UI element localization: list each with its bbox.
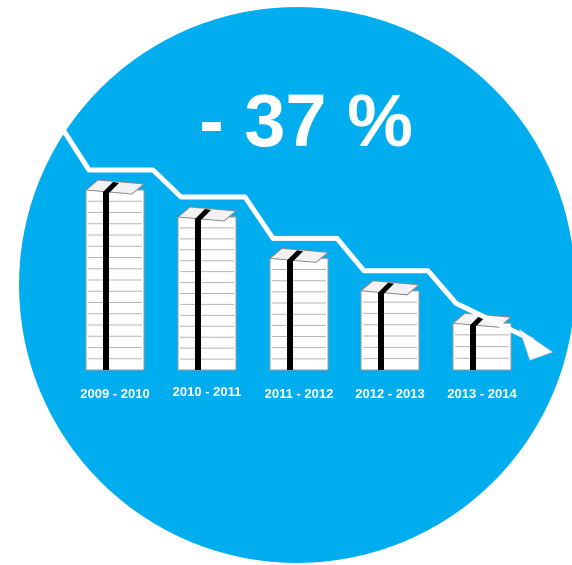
bar-stack — [359, 280, 421, 371]
trend-arrowhead — [519, 328, 554, 361]
bar-stack — [84, 179, 146, 371]
category-label: 2013 - 2014 — [447, 386, 517, 401]
bar-band — [103, 182, 119, 370]
bar — [360, 290, 420, 371]
category-label: 2009 - 2010 — [80, 386, 149, 401]
bar-band — [287, 250, 303, 370]
percent-change-headline: - 37 % — [199, 79, 413, 162]
category-label: 2011 - 2012 — [265, 386, 334, 401]
bar-stack — [268, 247, 330, 371]
trend-line — [15, 125, 535, 343]
bar-group — [84, 179, 513, 371]
bar-band — [195, 209, 211, 370]
category-label: 2010 - 2011 — [173, 384, 242, 399]
category-label: 2012 - 2013 — [355, 386, 424, 401]
category-label-group: 2009 - 2010 2010 - 2011 2011 - 2012 2012 - … — [80, 384, 517, 401]
bar-band — [378, 282, 394, 370]
bar-stack — [176, 206, 238, 371]
trend-arrow — [15, 125, 554, 361]
bar-stack — [451, 312, 513, 371]
bar-band — [470, 315, 486, 370]
